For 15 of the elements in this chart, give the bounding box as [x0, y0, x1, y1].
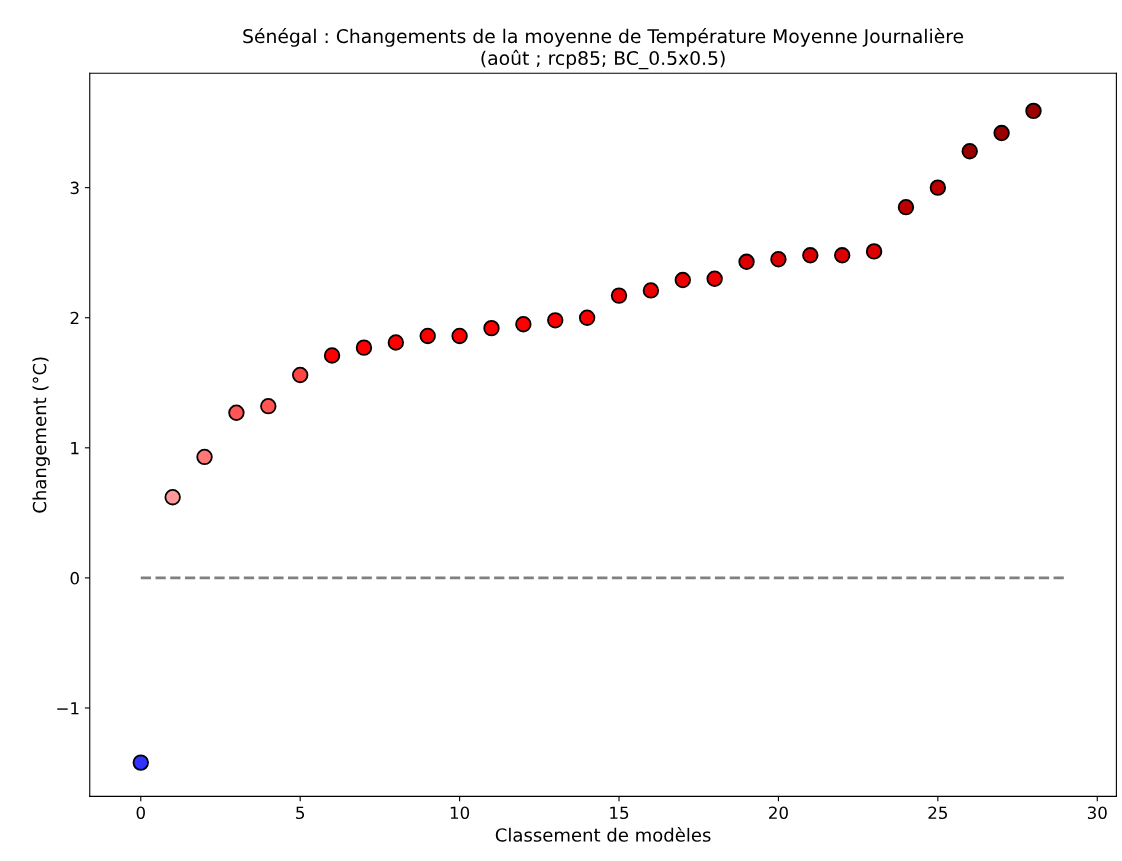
x-tick-label: 10 [450, 806, 470, 820]
y-axis-title: Changement (°C) [32, 357, 50, 513]
y-tick-label: 0 [70, 571, 79, 585]
y-tick-label: −1 [57, 702, 79, 715]
y-tick-label: 1 [71, 441, 79, 455]
x-tick-label: 25 [928, 806, 947, 820]
x-axis-title: Classement de modèles [495, 827, 711, 842]
x-tick-label: 30 [1087, 806, 1107, 820]
x-tick-label: 0 [136, 806, 145, 820]
x-tick-label: 15 [610, 806, 629, 820]
chart-title: Sénégal : Changements de la moyenne de Température Moyenne Journalière (août ; rcp85; BC_0.5x0.5) [243, 27, 964, 70]
x-tick-label: 5 [296, 806, 305, 820]
y-tick-label: 2 [70, 311, 79, 325]
x-tick-label: 20 [769, 806, 788, 820]
y-tick-label: 3 [70, 181, 79, 195]
